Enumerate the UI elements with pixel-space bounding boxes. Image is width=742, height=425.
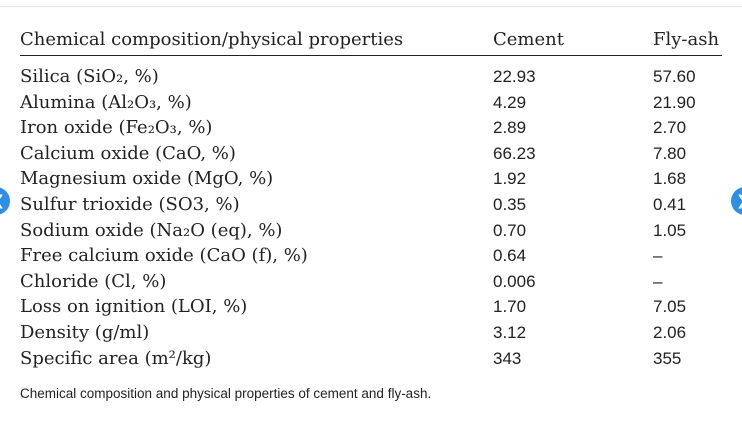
previous-table-button[interactable]: ❮	[0, 187, 10, 215]
row-cement-value: 343	[493, 348, 522, 368]
row-flyash-value: –	[653, 271, 663, 291]
next-table-button[interactable]: ❯	[731, 187, 742, 215]
row-flyash-value: 7.80	[653, 143, 687, 163]
row-property: Chloride (Cl, %)	[20, 270, 167, 292]
top-divider	[0, 6, 742, 7]
table-row: Silica (SiO₂, %) 22.93 57.60	[20, 56, 722, 90]
table-row: Sodium oxide (Na₂O (eq), %) 0.70 1.05	[20, 218, 722, 244]
row-cement-value: 0.006	[493, 271, 536, 291]
row-flyash-value: –	[653, 246, 663, 266]
header-flyash: Fly-ash	[653, 27, 722, 56]
row-property: Specific area (m²/kg)	[20, 347, 212, 369]
row-cement-value: 66.23	[493, 143, 536, 163]
row-cement-value: 1.70	[493, 297, 527, 317]
chevron-left-icon: ❮	[0, 187, 5, 215]
table-row: Alumina (Al₂O₃, %) 4.29 21.90	[20, 90, 722, 116]
row-property: Loss on ignition (LOI, %)	[20, 296, 248, 318]
row-cement-value: 1.92	[493, 169, 527, 189]
row-property: Iron oxide (Fe₂O₃, %)	[20, 117, 213, 139]
row-property: Sulfur trioxide (SO3, %)	[20, 193, 240, 215]
row-property: Density (g/ml)	[20, 321, 150, 343]
table-row: Loss on ignition (LOI, %) 1.70 7.05	[20, 294, 722, 320]
row-flyash-value: 1.05	[653, 220, 687, 240]
header-cement: Cement	[493, 27, 653, 56]
row-cement-value: 0.70	[493, 220, 527, 240]
table-row: Density (g/ml) 3.12 2.06	[20, 320, 722, 346]
row-flyash-value: 57.60	[653, 67, 696, 86]
row-flyash-value: 7.05	[653, 297, 687, 317]
properties-table: Chemical composition/physical properties…	[20, 27, 722, 371]
row-flyash-value: 0.41	[653, 194, 687, 214]
table-header-row: Chemical composition/physical properties…	[20, 27, 722, 56]
table-row: Iron oxide (Fe₂O₃, %) 2.89 2.70	[20, 115, 722, 141]
row-cement-value: 2.89	[493, 118, 527, 138]
row-property: Magnesium oxide (MgO, %)	[20, 168, 274, 190]
table-caption: Chemical composition and physical proper…	[20, 386, 432, 401]
header-property: Chemical composition/physical properties	[20, 27, 493, 56]
row-property: Alumina (Al₂O₃, %)	[20, 91, 192, 113]
row-flyash-value: 21.90	[653, 92, 696, 112]
table-row: Chloride (Cl, %) 0.006 –	[20, 269, 722, 295]
chevron-right-icon: ❯	[736, 187, 742, 215]
row-flyash-value: 2.70	[653, 118, 687, 138]
row-flyash-value: 1.68	[653, 169, 687, 189]
row-property: Silica (SiO₂, %)	[20, 66, 159, 87]
row-cement-value: 0.35	[493, 194, 527, 214]
table-row: Sulfur trioxide (SO3, %) 0.35 0.41	[20, 192, 722, 218]
row-cement-value: 22.93	[493, 67, 536, 86]
row-property: Free calcium oxide (CaO (f), %)	[20, 245, 308, 267]
row-cement-value: 4.29	[493, 92, 527, 112]
row-flyash-value: 2.06	[653, 322, 687, 342]
row-property: Calcium oxide (CaO, %)	[20, 142, 236, 164]
table-row: Specific area (m²/kg) 343 355	[20, 346, 722, 372]
table-row: Free calcium oxide (CaO (f), %) 0.64 –	[20, 243, 722, 269]
row-cement-value: 3.12	[493, 322, 527, 342]
table-row: Calcium oxide (CaO, %) 66.23 7.80	[20, 141, 722, 167]
row-flyash-value: 355	[653, 348, 682, 368]
row-property: Sodium oxide (Na₂O (eq), %)	[20, 219, 283, 241]
row-cement-value: 0.64	[493, 246, 527, 266]
table-row: Magnesium oxide (MgO, %) 1.92 1.68	[20, 166, 722, 192]
